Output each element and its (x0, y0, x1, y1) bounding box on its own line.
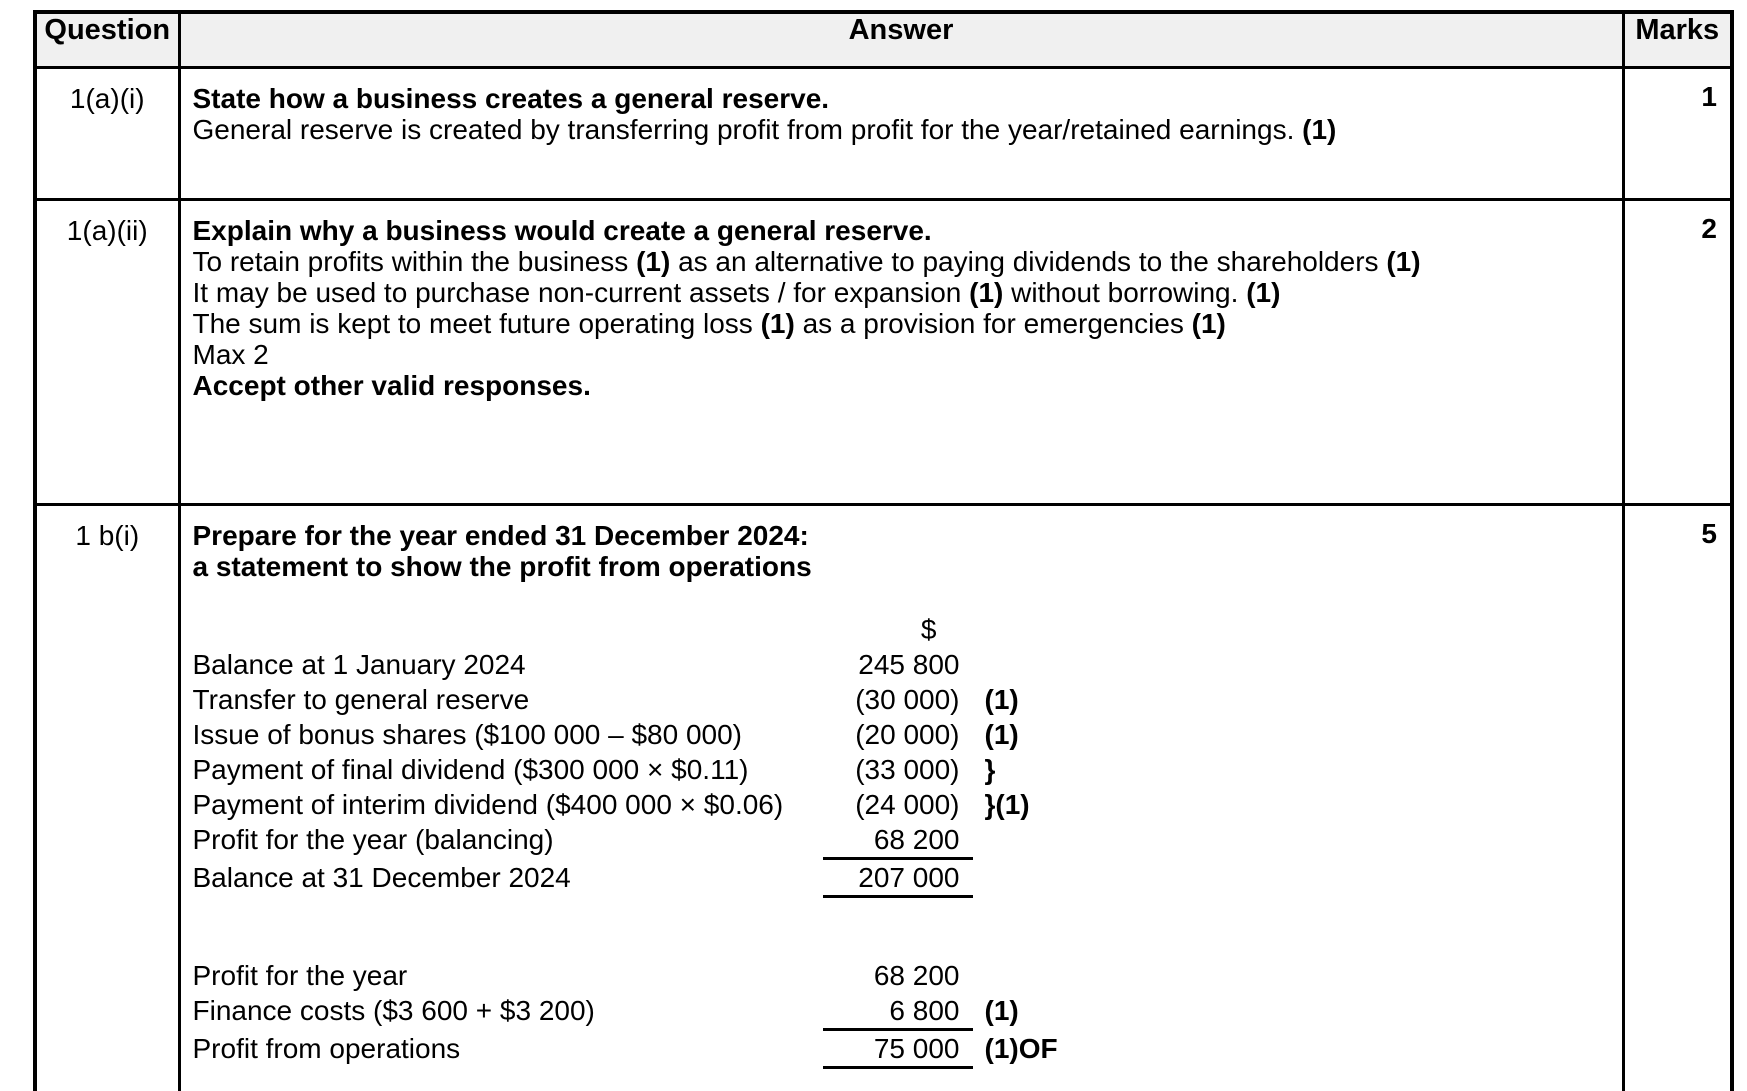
statement-label: Payment of final dividend ($300 000 × $0… (192, 754, 749, 785)
table-row-1bi: 1 b(i) Prepare for the year ended 31 Dec… (33, 503, 1734, 1091)
marks-value-1bi: 5 (1621, 503, 1734, 1091)
statement-line: Balance at 31 December 2024 207 000 (193, 860, 1608, 898)
statement-mark-note: (1)OF (984, 1033, 1058, 1064)
answer-heading-1ai: State how a business creates a general r… (192, 83, 830, 114)
answer-heading-1bi: Prepare for the year ended 31 December 2… (192, 520, 809, 551)
statement-line: Profit for the year 68 200 (193, 958, 1608, 993)
question-number-1bi: 1 b(i) (33, 503, 181, 1091)
statement-block-2: Profit for the year 68 200 Finance costs (… (193, 958, 1608, 1069)
statement-label: Profit from operations (192, 1033, 461, 1064)
statement-label: Finance costs ($3 600 + $3 200) (192, 995, 595, 1026)
answer-line-1: To retain profits within the business (1… (193, 246, 1608, 277)
statement-amount: (24 000) (855, 789, 960, 820)
statement-label: Balance at 31 December 2024 (192, 862, 571, 893)
statement-line: Profit for the year (balancing) 68 200 (193, 822, 1608, 860)
question-number-1aii: 1(a)(ii) (33, 198, 181, 506)
mark-point: (1) (969, 277, 1004, 308)
text-segment: as an alternative to paying dividends to… (670, 246, 1387, 277)
mark-point: (1) (1191, 308, 1226, 339)
statement-line: Balance at 1 January 2024 245 800 (193, 647, 1608, 682)
max-note: Max 2 (192, 339, 269, 370)
table-row-1ai: 1(a)(i) State how a business creates a g… (33, 66, 1734, 201)
statement-label: Profit for the year (balancing) (192, 824, 554, 855)
statement-amount: 75 000 (822, 1031, 973, 1069)
statement-label: Transfer to general reserve (192, 684, 530, 715)
mark-point: (1) (636, 246, 671, 277)
statement-amount: 245 800 (858, 649, 960, 680)
statement-mark-note: (1) (984, 719, 1019, 750)
currency-header-row: $ (193, 612, 1608, 647)
statement-line: Finance costs ($3 600 + $3 200) 6 800 (1) (193, 993, 1608, 1031)
answer-cell-1ai: State how a business creates a general r… (177, 66, 1625, 201)
statement-line: Payment of final dividend ($300 000 × $0… (193, 752, 1608, 787)
mark-point: (1) (760, 308, 795, 339)
header-marks: Marks (1621, 10, 1734, 69)
mark-scheme-table: Question Answer Marks 1(a)(i) State how … (33, 10, 1734, 1091)
answer-cell-1aii: Explain why a business would create a ge… (177, 198, 1625, 506)
header-answer: Answer (177, 10, 1625, 69)
answer-cell-1bi: Prepare for the year ended 31 December 2… (177, 503, 1625, 1091)
answer-line-3: The sum is kept to meet future operating… (193, 308, 1608, 339)
mark-point: (1) (1386, 246, 1421, 277)
statement-line: Payment of interim dividend ($400 000 × … (193, 787, 1608, 822)
statement-mark-note: (1) (984, 995, 1019, 1026)
statement-amount: (33 000) (855, 754, 960, 785)
table-row-1aii: 1(a)(ii) Explain why a business would cr… (33, 198, 1734, 506)
text-segment: without borrowing. (1003, 277, 1247, 308)
answer-line-2: It may be used to purchase non-current a… (193, 277, 1608, 308)
answer-body-1ai: General reserve is created by transferri… (193, 114, 1608, 145)
marks-value-1ai: 1 (1621, 66, 1734, 201)
statement-block-1: Balance at 1 January 2024 245 800 Transfer… (193, 647, 1608, 898)
text-segment: General reserve is created by transferri… (192, 114, 1303, 145)
statement-line: Transfer to general reserve (30 000) (1) (193, 682, 1608, 717)
statement-line: Profit from operations 75 000 (1)OF (193, 1031, 1608, 1069)
text-segment: To retain profits within the business (192, 246, 637, 277)
statement-label: Balance at 1 January 2024 (192, 649, 526, 680)
statement-label: Profit for the year (192, 960, 408, 991)
statement-amount: 6 800 (822, 993, 973, 1031)
statement-amount: 68 200 (873, 960, 960, 991)
statement-mark-note: (1) (984, 684, 1019, 715)
text-segment: as a provision for emergencies (794, 308, 1192, 339)
profit-statement: $ Balance at 1 January 2024 245 800 Transf… (193, 612, 1608, 1069)
accept-note: Accept other valid responses. (192, 370, 591, 401)
question-number-1ai: 1(a)(i) (33, 66, 181, 201)
statement-amount: 207 000 (822, 860, 973, 898)
mark-point: (1) (1246, 277, 1281, 308)
statement-mark-note: }(1) (984, 789, 1030, 820)
mark-point: (1) (1302, 114, 1337, 145)
statement-amount: 68 200 (822, 822, 973, 860)
statement-line: Issue of bonus shares ($100 000 – $80 00… (193, 717, 1608, 752)
statement-amount: (20 000) (855, 719, 960, 750)
marks-value-1aii: 2 (1621, 198, 1734, 506)
statement-mark-note: } (984, 754, 996, 785)
statement-label: Issue of bonus shares ($100 000 – $80 00… (192, 719, 743, 750)
header-question: Question (33, 10, 181, 69)
answer-heading-1aii: Explain why a business would create a ge… (192, 215, 932, 246)
text-segment: The sum is kept to meet future operating… (192, 308, 761, 339)
statement-amount: (30 000) (855, 684, 960, 715)
text-segment: It may be used to purchase non-current a… (192, 277, 970, 308)
currency-symbol: $ (920, 614, 937, 645)
statement-label: Payment of interim dividend ($400 000 × … (192, 789, 784, 820)
statement-subheading: a statement to show the profit from oper… (192, 551, 812, 582)
header-row: Question Answer Marks (33, 10, 1734, 69)
